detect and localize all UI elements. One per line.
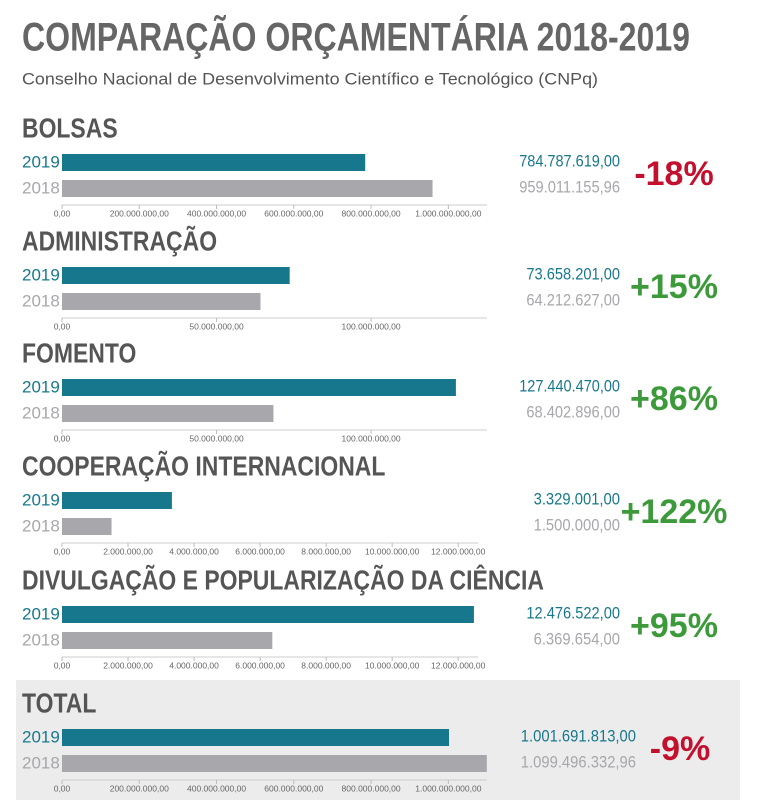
x-tick-label: 0,00 bbox=[54, 783, 71, 793]
bar bbox=[62, 606, 474, 623]
x-tick-label: 50.000.000,00 bbox=[189, 433, 244, 443]
value-label: 3.329.001,00 bbox=[534, 489, 620, 508]
page-title: COMPARAÇÃO ORÇAMENTÁRIA 2018-2019 bbox=[22, 14, 690, 60]
value-label: 73.658.201,00 bbox=[526, 264, 620, 283]
bar bbox=[62, 293, 261, 310]
change-label: +15% bbox=[630, 268, 718, 306]
year-label: 2019 bbox=[22, 727, 60, 746]
x-tick-label: 10.000.000,00 bbox=[365, 546, 420, 556]
value-label: 68.402.896,00 bbox=[526, 402, 620, 421]
x-tick-label: 0,00 bbox=[54, 433, 71, 443]
year-label: 2018 bbox=[22, 630, 60, 649]
year-label: 2018 bbox=[22, 178, 60, 197]
x-tick-label: 400.000.000,00 bbox=[187, 208, 246, 218]
x-tick-label: 4.000.000,00 bbox=[169, 660, 219, 670]
year-label: 2019 bbox=[22, 265, 60, 284]
x-tick-label: 6.000.000,00 bbox=[235, 546, 285, 556]
bar bbox=[62, 379, 456, 396]
value-label: 127.440.470,00 bbox=[519, 376, 620, 395]
year-label: 2018 bbox=[22, 403, 60, 422]
bar bbox=[62, 729, 450, 746]
change-label: +95% bbox=[630, 607, 718, 645]
year-label: 2018 bbox=[22, 753, 60, 772]
x-tick-label: 1.000.000.000,00 bbox=[415, 783, 481, 793]
x-tick-label: 100.000.000,00 bbox=[342, 321, 401, 331]
value-label: 1.099.496.332,96 bbox=[521, 752, 636, 771]
x-tick-label: 0,00 bbox=[54, 208, 71, 218]
x-tick-label: 12.000.000,00 bbox=[431, 660, 486, 670]
bar bbox=[62, 492, 172, 509]
x-tick-label: 2.000.000,00 bbox=[103, 546, 153, 556]
x-tick-label: 12.000.000,00 bbox=[431, 546, 486, 556]
bar bbox=[62, 632, 273, 649]
change-label: +86% bbox=[630, 380, 718, 418]
x-tick-label: 600.000.000,00 bbox=[264, 208, 323, 218]
year-label: 2018 bbox=[22, 516, 60, 535]
value-label: 1.001.691.813,00 bbox=[521, 726, 636, 745]
x-tick-label: 2.000.000,00 bbox=[103, 660, 153, 670]
x-tick-label: 50.000.000,00 bbox=[189, 321, 244, 331]
x-tick-label: 800.000.000,00 bbox=[342, 208, 401, 218]
section-title: BOLSAS bbox=[22, 113, 118, 144]
change-label: -18% bbox=[634, 155, 713, 193]
x-tick-label: 6.000.000,00 bbox=[235, 660, 285, 670]
year-label: 2019 bbox=[22, 152, 60, 171]
section-title: DIVULGAÇÃO E POPULARIZAÇÃO DA CIÊNCIA bbox=[22, 563, 544, 596]
section-title: ADMINISTRAÇÃO bbox=[22, 224, 217, 257]
value-label: 64.212.627,00 bbox=[526, 290, 620, 309]
bar bbox=[62, 518, 112, 535]
x-tick-label: 100.000.000,00 bbox=[342, 433, 401, 443]
year-label: 2019 bbox=[22, 604, 60, 623]
bar bbox=[62, 180, 433, 197]
year-label: 2019 bbox=[22, 377, 60, 396]
x-tick-label: 8.000.000,00 bbox=[301, 660, 351, 670]
x-tick-label: 4.000.000,00 bbox=[169, 546, 219, 556]
bar bbox=[62, 755, 487, 772]
value-label: 12.476.522,00 bbox=[526, 603, 620, 622]
bar bbox=[62, 267, 290, 284]
change-label: -9% bbox=[650, 730, 710, 768]
change-label: +122% bbox=[621, 493, 728, 531]
x-tick-label: 400.000.000,00 bbox=[187, 783, 246, 793]
page-subtitle: Conselho Nacional de Desenvolvimento Cie… bbox=[22, 69, 598, 88]
x-tick-label: 10.000.000,00 bbox=[365, 660, 420, 670]
year-label: 2019 bbox=[22, 490, 60, 509]
x-tick-label: 8.000.000,00 bbox=[301, 546, 351, 556]
x-tick-label: 1.000.000.000,00 bbox=[415, 208, 481, 218]
x-tick-label: 0,00 bbox=[54, 321, 71, 331]
section-title: TOTAL bbox=[22, 688, 96, 719]
bar bbox=[62, 154, 366, 171]
bar bbox=[62, 405, 274, 422]
x-tick-label: 0,00 bbox=[54, 546, 71, 556]
value-label: 959.011.155,96 bbox=[519, 177, 620, 196]
section-title: COOPERAÇÃO INTERNACIONAL bbox=[22, 449, 385, 482]
value-label: 1.500.000,00 bbox=[534, 515, 620, 534]
year-label: 2018 bbox=[22, 291, 60, 310]
value-label: 6.369.654,00 bbox=[534, 629, 620, 648]
x-tick-label: 0,00 bbox=[54, 660, 71, 670]
x-tick-label: 200.000.000,00 bbox=[110, 208, 169, 218]
section-title: FOMENTO bbox=[22, 338, 136, 369]
value-label: 784.787.619,00 bbox=[519, 151, 620, 170]
x-tick-label: 600.000.000,00 bbox=[264, 783, 323, 793]
x-tick-label: 800.000.000,00 bbox=[342, 783, 401, 793]
x-tick-label: 200.000.000,00 bbox=[110, 783, 169, 793]
